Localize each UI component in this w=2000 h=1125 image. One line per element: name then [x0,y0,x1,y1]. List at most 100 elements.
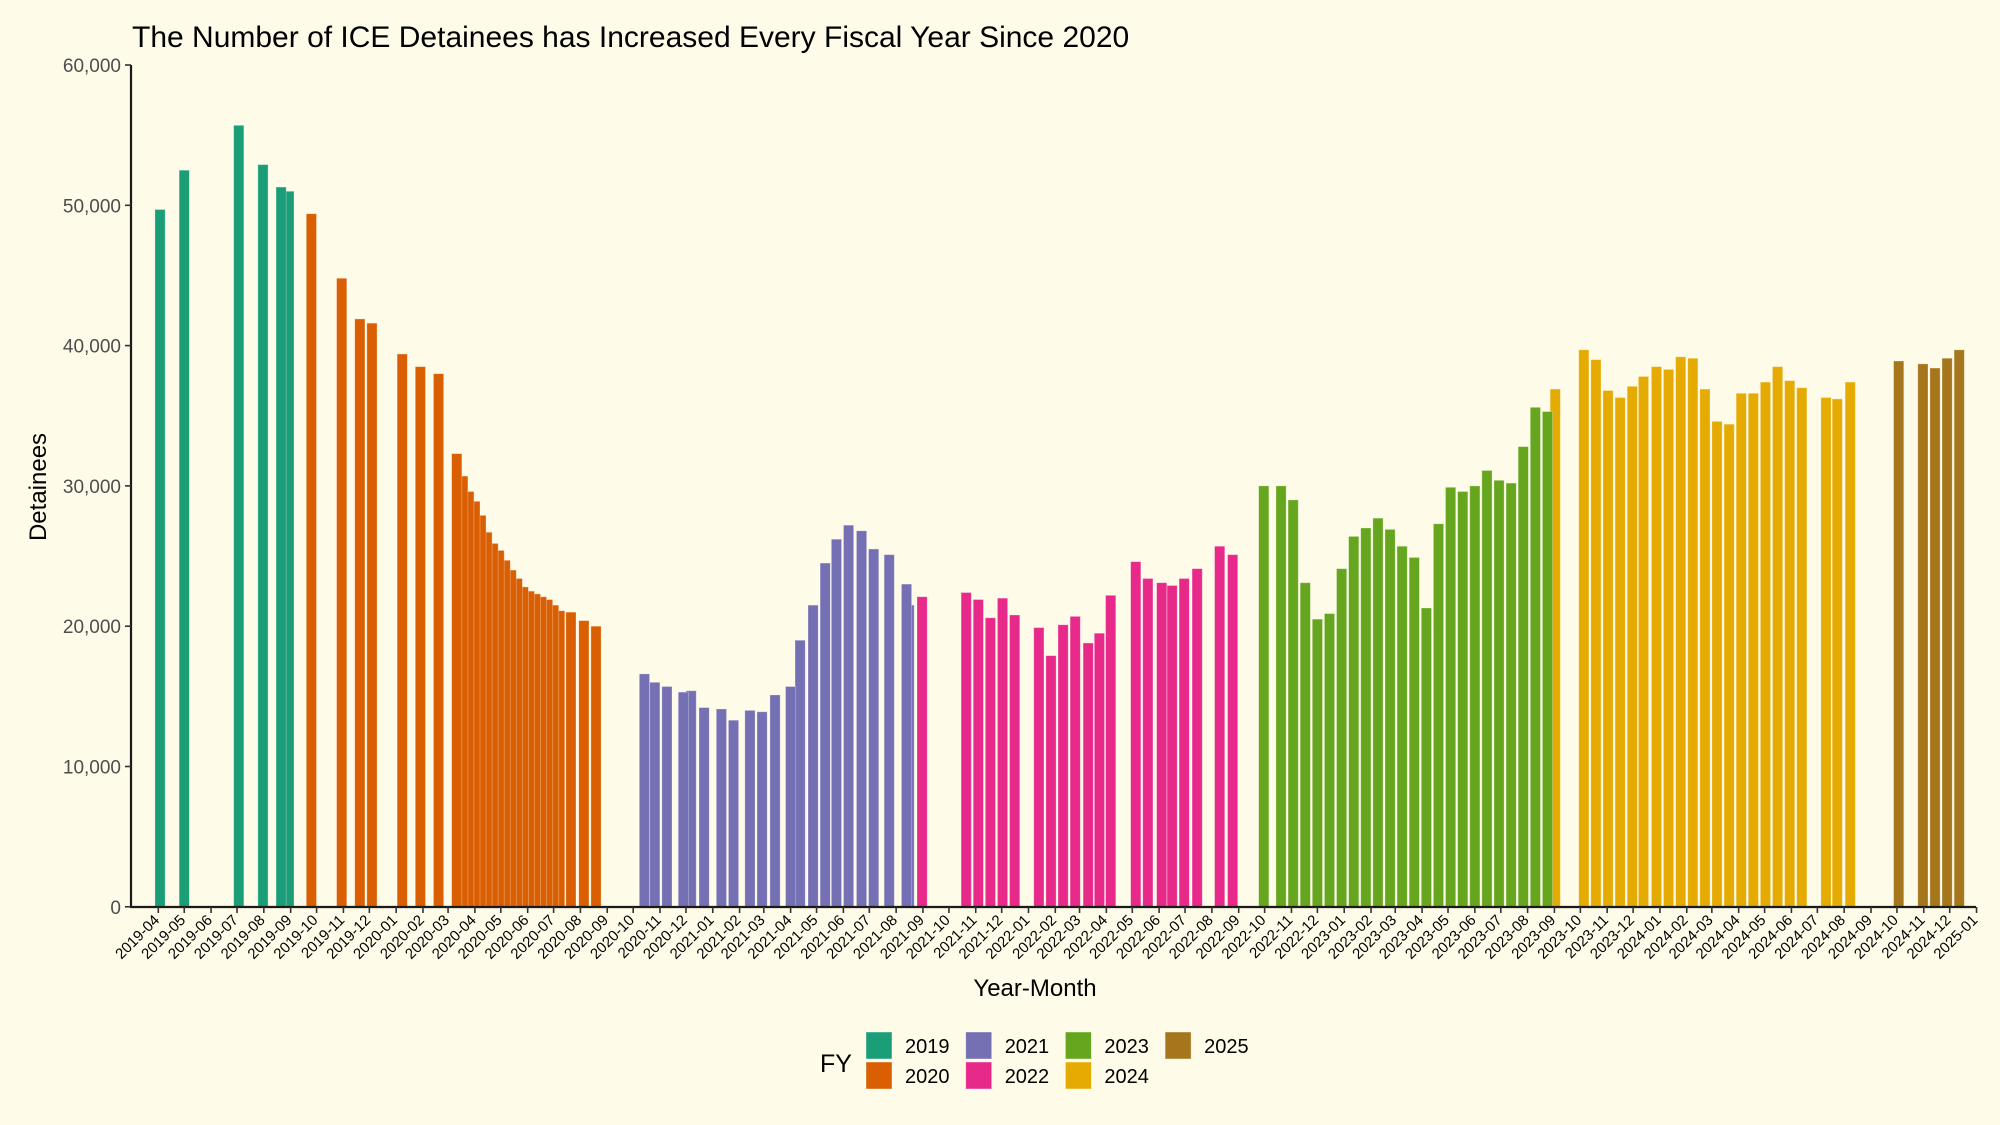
bar-fy2020: 2020-07-21: 21,000 [565,611,577,908]
bar-fy2023: 2023-06-15: 31,100 [1481,470,1493,908]
bar-fy2022: 2022-06-04: 23,100 [1156,582,1168,908]
bar-fy2024: 2024-01-25: 39,200 [1675,356,1687,908]
bar-fy2021: 2021-07-24: 25,100 [883,554,895,908]
x-axis-title: Year-Month [973,975,1096,1002]
legend-swatch-2022 [965,1061,993,1090]
y-tick-label: 50,000 [63,196,121,217]
bar-fy2022: 2022-06-30: 23,400 [1178,578,1190,908]
bar-fy2020: 2020-02-19: 38,000 [433,373,445,908]
bar-fy2024: 2023-11-16: 36,300 [1614,397,1626,908]
bar-fy2020: 2019-12-04: 41,600 [366,322,378,908]
bar-fy2022: 2022-07-15: 24,100 [1191,568,1203,908]
legend-label-2022: 2022 [1005,1066,1049,1088]
y-axis-title: Detainees [25,433,52,541]
bar-fy2024: 2023-11-02: 36,800 [1602,390,1614,908]
legend-label-2019: 2019 [905,1036,950,1058]
bar-fy2024: 2024-02-22: 36,900 [1699,388,1711,908]
bar-fy2022: 2021-08-31: 22,100 [916,596,928,908]
bar-fy2022: 2022-01-13: 19,900 [1033,627,1045,908]
bar-fy2021: 2021-04-12: 19,000 [794,639,806,908]
bar-fy2020: 2020-08-05: 20,400 [578,620,590,908]
y-tick-label: 30,000 [63,477,121,498]
legend-swatch-2023 [1065,1031,1092,1060]
bar-fy2023: 2023-05-04: 29,900 [1445,486,1457,908]
bar-fy2023: 2023-08-24: 35,300 [1541,411,1553,908]
bar-fy2020: 2019-11-20: 41,900 [354,318,366,908]
y-axis-ticks: 0 10,000 20,000 30,000 40,000 50,000 60,000 [63,56,131,919]
bar-fy2024: 2024-08-08: 37,400 [1844,381,1856,908]
legend-swatch-2019 [865,1031,893,1060]
bar-fy2019: 2019-08-21: 51,300 [275,186,287,908]
bar-fy2023: 2022-12-29: 24,100 [1336,568,1348,908]
bar-fy2021: 2021-05-11: 24,500 [819,562,831,908]
bar-fy2022: 2022-05-19: 23,400 [1142,578,1154,908]
legend: FY 2019 2020 2021 2022 2023 2024 2025 [820,1031,1249,1090]
bar-fy2022: 2022-08-25: 25,100 [1227,554,1239,908]
legend-swatch-2020 [865,1061,893,1090]
bar-fy2021: 2021-01-11: 14,100 [715,708,727,908]
legend-label-2021: 2021 [1005,1036,1049,1058]
bar-fy2024: 2023-10-19: 39,000 [1590,359,1602,908]
bar-fy2021: 2021-06-22: 26,800 [856,530,868,908]
bar-fy2022: 2021-12-16: 20,800 [1009,614,1021,908]
bar-fy2022: 2021-11-18: 20,600 [984,617,996,908]
bar-fy2023: 2022-12-15: 20,900 [1324,613,1336,908]
bar-fy2020: 2020-01-29: 38,500 [414,366,426,908]
bar-fy2021: 2021-05-24: 26,200 [830,538,842,908]
chart-title: The Number of ICE Detainees has Increase… [132,21,1129,54]
bar-fy2022: 2021-12-02: 22,000 [997,597,1009,908]
bar-fy2024: 2024-04-04: 36,600 [1735,392,1747,908]
legend-label-2024: 2024 [1104,1066,1149,1088]
bar-fy2024: 2023-11-30: 37,100 [1626,385,1638,908]
bar-fy2023: 2022-11-03: 29,000 [1287,499,1299,908]
bar-fy2024: 2024-07-11: 36,300 [1820,397,1832,908]
bar-fy2023: 2023-02-23: 26,900 [1384,528,1396,908]
bar-fy2023: 2023-07-13: 30,200 [1505,482,1517,908]
bar-fy2024: 2024-02-08: 39,100 [1687,357,1699,908]
bar-fy2023: 2023-06-01: 30,000 [1469,485,1481,908]
bar-fy2022: 2022-01-27: 17,900 [1045,655,1057,908]
bar-fy2024: 2023-12-28: 38,500 [1650,366,1662,908]
bar-fy2021: 2020-11-28: 15,300 [677,691,689,908]
bar-fy2025: 2024-12-12: 39,700 [1953,349,1965,908]
legend-title: FY [820,1050,852,1078]
bar-fy2021: 2020-10-26: 16,000 [649,681,661,908]
bar-fy2024: 2024-07-24: 36,200 [1831,398,1843,908]
bar-fy2025: 2024-10-31: 38,700 [1917,363,1929,908]
bar-fy2021: 2021-01-25: 13,300 [728,719,740,908]
legend-label-2020: 2020 [905,1066,950,1088]
bar-fy2025: 2024-11-28: 39,100 [1941,357,1953,908]
bar-fy2023: 2023-04-20: 27,300 [1433,523,1445,908]
bar-fy2023: 2023-08-10: 35,600 [1529,406,1541,908]
bar-fy2020: 2020-01-08: 39,400 [396,353,408,908]
bar-fy2023: 2023-01-12: 26,400 [1348,536,1360,908]
bar-fy2021: 2021-06-07: 27,200 [843,524,855,908]
bar-fy2022: 2022-02-24: 20,700 [1069,615,1081,908]
bar-fy2023: 2023-03-23: 24,900 [1408,557,1420,908]
bar-fy2022: 2022-04-06: 22,200 [1105,594,1117,908]
bar-fy2025: 2024-11-14: 38,400 [1929,367,1941,908]
bar-fy2022: 2022-03-24: 19,500 [1093,632,1105,908]
bar-fy2021: 2020-10-14: 16,600 [638,673,650,908]
bar-fy2023: 2022-10-20: 30,000 [1275,485,1287,908]
bar-fy2023: 2023-04-06: 21,300 [1420,607,1432,908]
legend-label-2023: 2023 [1104,1036,1149,1058]
bar-fy2024: 2024-01-11: 38,300 [1663,369,1675,908]
bar-fy2021: 2020-11-09: 15,700 [661,686,673,908]
bar-fy2022: 2022-02-10: 20,100 [1057,624,1069,908]
bar-fy2019: 2019-04-03: 49,700 [154,209,166,908]
x-axis-ticks: 2019-042019-052019-062019-072019-082019-… [112,907,1981,963]
bar-fy2023: 2022-11-17: 23,100 [1299,582,1311,908]
bar-fy2022: 2022-06-16: 22,900 [1166,585,1178,908]
bar-fy2024: 2024-05-30: 37,500 [1784,380,1796,908]
y-tick-label: 10,000 [63,758,121,779]
bar-fy2023: 2023-05-18: 29,600 [1457,491,1469,908]
bar-fy2024: 2024-04-18: 36,600 [1747,392,1759,908]
bar-fy2023: 2023-03-09: 25,700 [1396,545,1408,908]
bar-fy2019: 2019-05-01: 52,500 [178,169,190,908]
bar-fy2020: 2020-08-19: 20,000 [590,625,602,908]
bar-fy2021: 2021-03-14: 15,100 [769,694,781,908]
bar-fy2023: 2022-12-01: 20,500 [1311,618,1323,908]
bar-fy2020: 2020-03-11: 32,300 [451,453,463,908]
